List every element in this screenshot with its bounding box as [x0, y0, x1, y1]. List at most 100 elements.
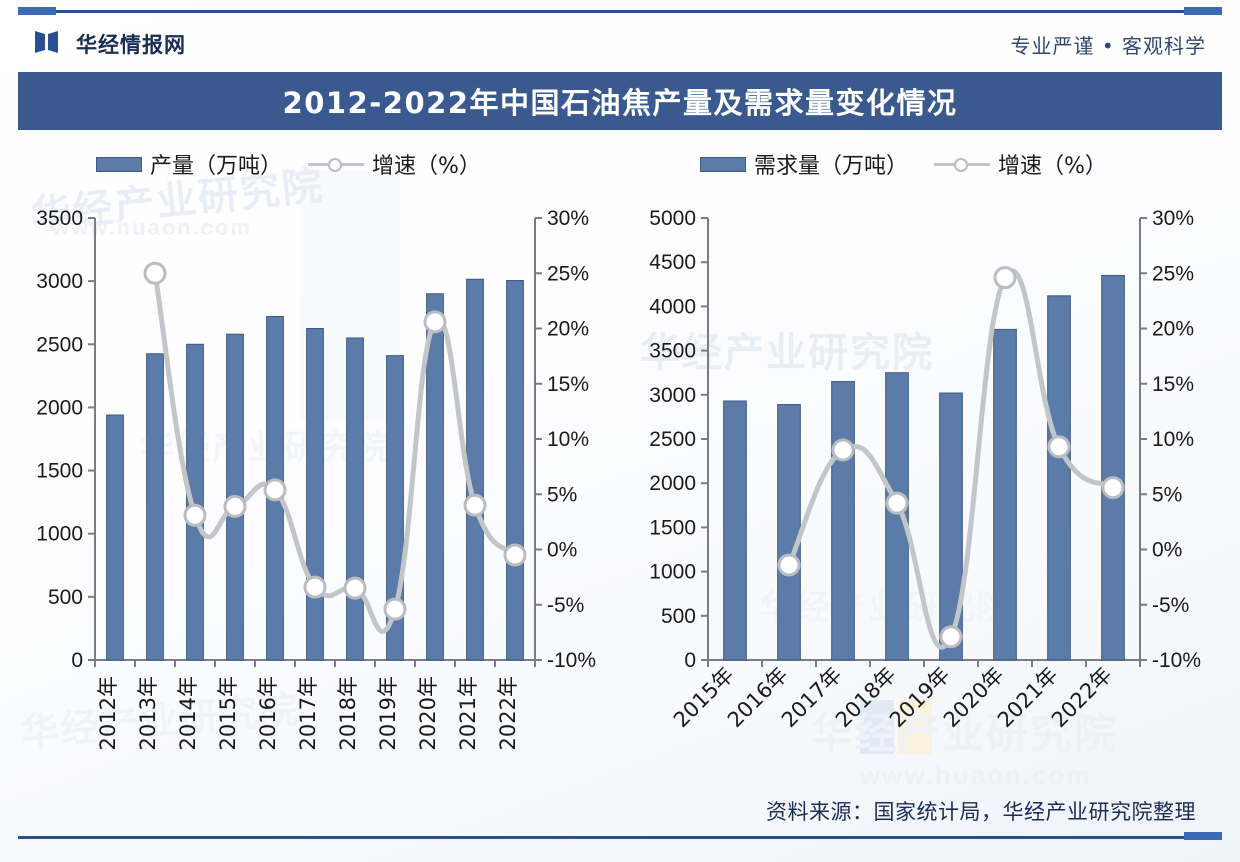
- bar[interactable]: [993, 328, 1017, 661]
- y-axis-tick-label: 5000: [649, 207, 696, 230]
- y-axis-tick-label: 3500: [36, 207, 83, 230]
- y2-axis-tick-label: -5%: [1152, 594, 1189, 617]
- line-marker[interactable]: [831, 438, 855, 462]
- y-axis-tick-label: 0: [71, 649, 83, 672]
- x-axis-tick-label: 2021年: [456, 676, 480, 750]
- y-axis-tick-label: 4000: [649, 295, 696, 318]
- y2-axis-tick-label: 20%: [547, 318, 589, 341]
- y-axis-tick-label: 2000: [649, 472, 696, 495]
- footer-divider-cap-right: [1184, 832, 1222, 840]
- page-header: 华经情报网 专业严谨 • 客观科学: [18, 16, 1222, 72]
- y2-axis-tick-label: 15%: [1152, 373, 1194, 396]
- x-axis-tick-label: 2016年: [256, 676, 280, 750]
- y2-axis-tick-label: 5%: [547, 483, 577, 506]
- line-marker[interactable]: [303, 575, 327, 599]
- y2-axis-tick-label: 25%: [1152, 262, 1194, 285]
- bar[interactable]: [831, 381, 855, 661]
- bar[interactable]: [426, 293, 444, 661]
- legend-item-line[interactable]: 增速（%）: [934, 148, 1107, 180]
- y-axis-tick-label: 2000: [36, 396, 83, 419]
- line-marker[interactable]: [183, 503, 207, 527]
- bar[interactable]: [723, 400, 747, 661]
- legend-item-bar[interactable]: 产量（万吨）: [96, 148, 282, 180]
- y2-axis-tick-label: -5%: [547, 594, 584, 617]
- y-axis-tick-label: 3000: [36, 270, 83, 293]
- legend-demand-chart: 需求量（万吨） 增速（%）: [700, 148, 1107, 180]
- growth-rate-line: [152, 270, 518, 634]
- line-marker[interactable]: [503, 543, 527, 567]
- chart-panel-output: 0 500 1000 1500 2000 2500 3000 3500 -10% -5% 0% 5% 1…: [10, 200, 620, 800]
- legend-line-swatch-icon: [934, 156, 991, 172]
- top-divider-cap-right: [1184, 7, 1222, 15]
- brand-name: 华经情报网: [76, 33, 186, 57]
- slogan: 专业严谨 • 客观科学: [1010, 33, 1206, 58]
- y-axis-tick-label: 3500: [649, 340, 696, 363]
- y-axis-tick-label: 1000: [649, 561, 696, 584]
- y2-axis-tick-label: -10%: [1152, 649, 1201, 672]
- top-divider: [18, 10, 1222, 13]
- line-marker[interactable]: [1047, 435, 1071, 459]
- x-axis-tick-label: 2022年: [1047, 663, 1117, 733]
- line-marker[interactable]: [1101, 476, 1125, 500]
- line-marker[interactable]: [993, 266, 1017, 290]
- bar[interactable]: [306, 328, 324, 661]
- line-marker[interactable]: [383, 597, 407, 621]
- output-chart-svg: 0 500 1000 1500 2000 2500 3000 3500 -10% -5% 0% 5% 1…: [36, 207, 596, 750]
- bar[interactable]: [1101, 274, 1125, 661]
- y-axis-tick-label: 500: [48, 586, 83, 609]
- line-marker[interactable]: [463, 493, 487, 517]
- legend-bar-swatch-icon: [700, 156, 746, 172]
- line-marker[interactable]: [885, 491, 909, 515]
- y2-axis-tick-label: -10%: [547, 649, 596, 672]
- double-flag-logo-icon: [34, 29, 64, 60]
- y-axis-tick-label: 1500: [36, 460, 83, 483]
- line-marker[interactable]: [223, 494, 247, 518]
- demand-chart-svg: 0 500 1000 1500 2000 2500 3000 3500 4000 4500 5000…: [649, 207, 1201, 733]
- line-marker[interactable]: [939, 625, 963, 649]
- legend-item-bar[interactable]: 需求量（万吨）: [700, 148, 908, 180]
- bar[interactable]: [885, 372, 909, 661]
- x-axis-tick-label: 2020年: [416, 676, 440, 750]
- x-axis-tick-label: 2022年: [496, 676, 520, 750]
- brand: 华经情报网: [34, 29, 186, 60]
- x-axis-tick-label: 2014年: [176, 676, 200, 750]
- legend-line-swatch-icon: [308, 156, 365, 172]
- bar[interactable]: [777, 404, 801, 661]
- y-axis-tick-label: 4500: [649, 251, 696, 274]
- bar[interactable]: [146, 353, 164, 661]
- bar[interactable]: [186, 343, 204, 661]
- legend-bar-swatch-icon: [96, 156, 142, 172]
- y2-axis-tick-label: 30%: [1152, 207, 1194, 230]
- bar[interactable]: [1047, 295, 1071, 661]
- legend-bar-label: 产量（万吨）: [150, 154, 283, 179]
- bar[interactable]: [346, 337, 364, 661]
- bar[interactable]: [106, 414, 124, 661]
- chart-panel-demand: 0 500 1000 1500 2000 2500 3000 3500 4000 4500 5000…: [630, 200, 1230, 800]
- top-divider-cap-left: [18, 7, 56, 15]
- y2-axis-tick-label: 0%: [547, 539, 577, 562]
- y-axis-tick-label: 1500: [649, 516, 696, 539]
- y-axis-tick-label: 2500: [649, 428, 696, 451]
- bar[interactable]: [506, 280, 524, 661]
- y2-axis-tick-label: 25%: [547, 262, 589, 285]
- legend-line-label: 增速（%）: [998, 154, 1107, 179]
- line-marker[interactable]: [143, 261, 167, 285]
- line-marker[interactable]: [343, 576, 367, 600]
- legend-item-line[interactable]: 增速（%）: [308, 148, 481, 180]
- y-axis-tick-label: 500: [661, 605, 696, 628]
- x-axis-tick-label: 2017年: [296, 676, 320, 750]
- y-axis-tick-label: 0: [684, 649, 696, 672]
- page-title: 2012-2022年中国石油焦产量及需求量变化情况: [282, 86, 958, 120]
- y2-axis-tick-label: 15%: [547, 373, 589, 396]
- line-marker[interactable]: [777, 553, 801, 577]
- y2-axis-tick-label: 10%: [547, 428, 589, 451]
- x-axis-tick-label: 2015年: [216, 676, 240, 750]
- bar[interactable]: [939, 392, 963, 661]
- y-axis-tick-label: 3000: [649, 384, 696, 407]
- y-axis-tick-label: 2500: [36, 333, 83, 356]
- line-marker[interactable]: [263, 478, 287, 502]
- line-marker[interactable]: [423, 310, 447, 334]
- x-axis-tick-label: 2013年: [136, 676, 160, 750]
- title-bar: 2012-2022年中国石油焦产量及需求量变化情况: [18, 72, 1222, 130]
